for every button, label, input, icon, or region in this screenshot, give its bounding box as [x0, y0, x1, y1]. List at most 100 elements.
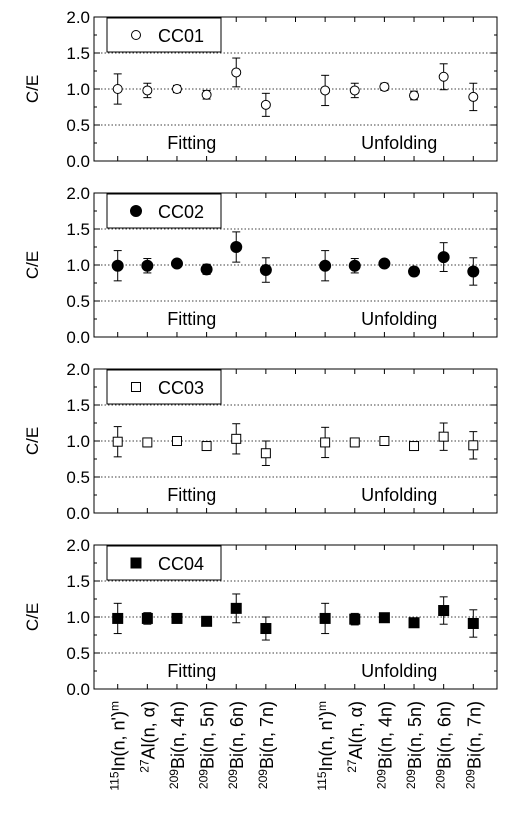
category-reaction: In(n, n')	[316, 711, 336, 771]
category-label: 209Bi(n, 5n)	[197, 701, 218, 789]
data-point	[142, 437, 153, 448]
marker	[142, 85, 153, 96]
data-point	[468, 82, 479, 112]
category-mass-number: 209	[434, 769, 448, 789]
marker	[171, 436, 182, 446]
marker	[200, 263, 213, 276]
category-label: 209Bi(n, 7n)	[256, 701, 277, 789]
data-point	[408, 265, 421, 278]
marker	[379, 436, 390, 446]
y-tick-label: 1.0	[66, 432, 90, 451]
marker	[408, 617, 420, 629]
legend-label: CC04	[158, 554, 204, 574]
y-axis-label: C/E	[23, 603, 42, 631]
legend-box	[106, 17, 222, 53]
data-point	[379, 436, 390, 446]
category-mass-number: 209	[226, 769, 240, 789]
data-point	[349, 437, 360, 448]
category-reaction: Bi(n, 6n)	[227, 701, 247, 769]
data-point	[320, 74, 331, 107]
category-reaction: Bi(n, 6n)	[435, 701, 455, 769]
category-label: 209Bi(n, 6n)	[226, 701, 247, 789]
data-point	[348, 258, 361, 274]
category-reaction: In(n, n')	[109, 711, 129, 771]
category-label: 209Bi(n, 5n)	[404, 701, 425, 789]
data-point	[171, 84, 182, 94]
group-label-unfolding: Unfolding	[361, 661, 437, 681]
data-point	[112, 602, 124, 635]
marker	[319, 259, 332, 272]
category-mass-number: 27	[137, 759, 151, 773]
category-mass-number: 209	[167, 769, 181, 789]
legend-marker	[131, 30, 141, 40]
legend-box	[106, 193, 222, 229]
marker	[260, 448, 271, 459]
category-reaction: Bi(n, 7n)	[257, 701, 277, 769]
marker	[409, 90, 420, 101]
panel-cc04: 0.0 0.5 1.0 1.5 2.0 C/E CC04 Fitting Unfolding	[23, 536, 498, 699]
category-mass-number: 209	[463, 769, 477, 789]
category-reaction: Bi(n, 4n)	[168, 701, 188, 769]
category-reaction: Bi(n, 5n)	[405, 701, 425, 769]
legend: CC03	[106, 369, 222, 405]
y-tick-label: 1.5	[66, 44, 90, 63]
category-reaction: Al(n, α)	[138, 701, 158, 759]
category-isomer-mark: m	[108, 701, 122, 711]
marker	[438, 605, 450, 617]
marker	[201, 615, 213, 627]
y-tick-label: 0.0	[66, 504, 90, 523]
y-axis-label: C/E	[23, 75, 42, 103]
y-tick-label: 0.0	[66, 680, 90, 699]
data-point	[201, 615, 213, 627]
legend-label: CC01	[158, 26, 204, 46]
y-tick-label: 1.5	[66, 220, 90, 239]
panel-cc01: 0.0 0.5 1.0 1.5 2.0 C/E CC01 Fitting Unfolding	[23, 8, 498, 171]
data-point	[230, 231, 243, 263]
data-point	[260, 92, 271, 117]
legend-marker	[131, 382, 141, 392]
category-label: 209Bi(n, 4n)	[167, 701, 188, 789]
category-mass-number: 27	[345, 759, 359, 773]
category-mass-number: 209	[256, 769, 270, 789]
data-point	[319, 250, 332, 282]
group-label-fitting: Fitting	[167, 133, 216, 153]
marker	[408, 265, 421, 278]
marker	[170, 257, 183, 270]
category-label: 27Al(n, α)	[137, 701, 158, 773]
category-mass-number: 209	[404, 769, 418, 789]
marker	[438, 71, 449, 82]
marker	[349, 85, 360, 96]
y-tick-label: 1.5	[66, 572, 90, 591]
data-point	[201, 89, 212, 100]
legend: CC04	[106, 545, 222, 581]
data-point	[320, 426, 331, 459]
data-point	[378, 257, 391, 270]
legend: CC02	[106, 193, 222, 229]
marker	[467, 617, 479, 629]
category-reaction: Bi(n, 4n)	[375, 701, 395, 769]
category-label: 27Al(n, α)	[345, 701, 366, 773]
data-point	[409, 90, 420, 101]
category-label: 115In(n, n')m	[315, 701, 336, 791]
category-label: 209Bi(n, 4n)	[374, 701, 395, 789]
data-point	[437, 242, 450, 272]
data-point	[171, 436, 182, 446]
data-point	[409, 441, 420, 452]
legend-label: CC03	[158, 378, 204, 398]
data-point	[349, 612, 361, 626]
legend-marker	[130, 557, 142, 569]
marker	[260, 623, 272, 635]
data-point	[260, 616, 272, 641]
marker	[378, 612, 390, 624]
data-point	[467, 609, 479, 638]
data-point	[467, 257, 480, 286]
y-axis-label: C/E	[23, 427, 42, 455]
data-point	[230, 593, 242, 624]
marker	[112, 436, 123, 447]
legend: CC01	[106, 17, 222, 53]
group-label-unfolding: Unfolding	[361, 309, 437, 329]
marker	[438, 431, 449, 442]
category-mass-number: 115	[315, 771, 329, 790]
